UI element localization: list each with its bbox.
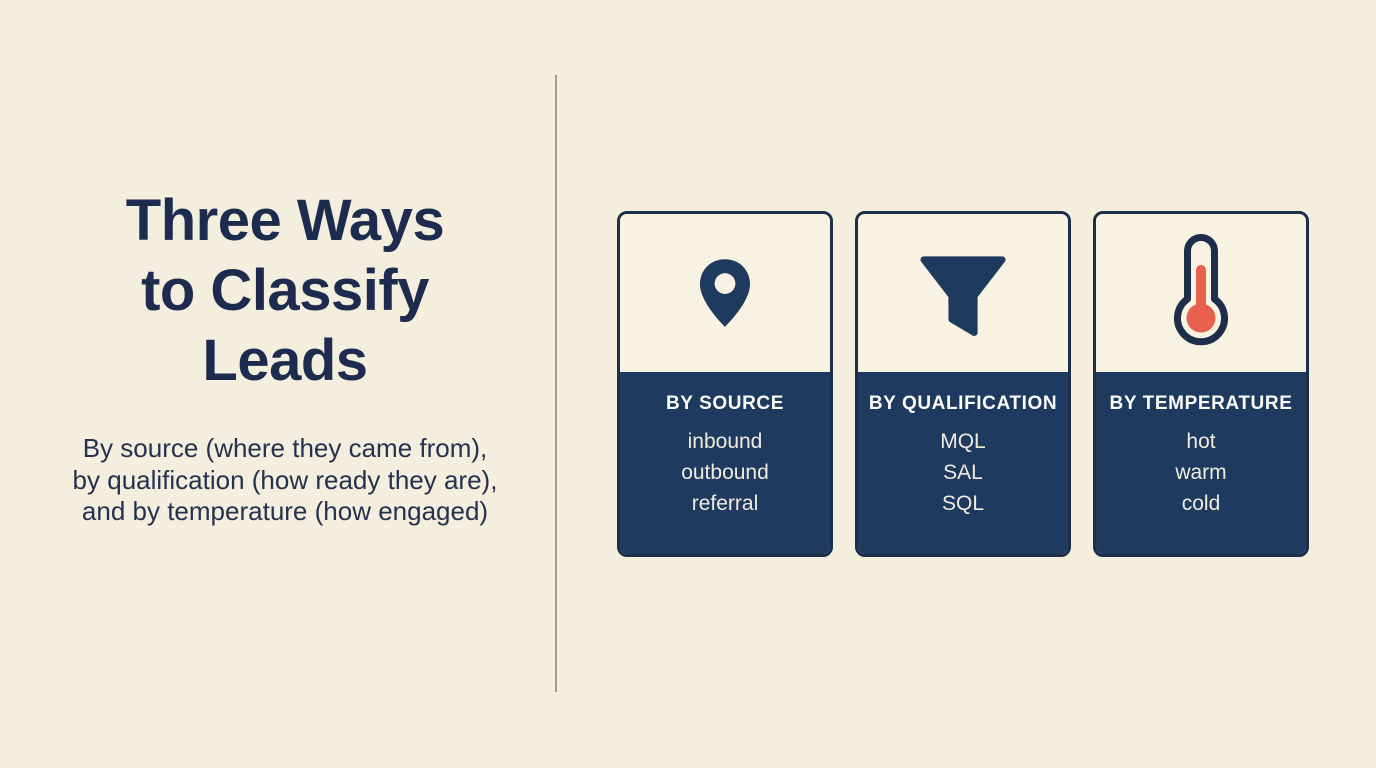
list-item: cold [1181, 492, 1221, 515]
card-by-source-icon-area [620, 214, 830, 372]
card-by-qualification-items: MQL SAL SQL [858, 426, 1068, 519]
list-item: referral [691, 492, 759, 515]
page-subtitle: By source (where they came from), by qua… [28, 433, 542, 528]
list-item: hot [1186, 430, 1216, 453]
list-item: SAL [943, 461, 983, 484]
page-subtitle-line-3: and by temperature (how engaged) [81, 496, 489, 526]
funnel-icon [913, 243, 1013, 343]
page-title-line-2: to Classify [141, 258, 429, 323]
card-by-source: BY SOURCE inbound outbound referral [617, 211, 833, 557]
card-by-qualification: BY QUALIFICATION MQL SAL SQL [855, 211, 1071, 557]
thermometer-icon [1171, 233, 1231, 353]
card-by-qualification-body: BY QUALIFICATION MQL SAL SQL [858, 372, 1068, 554]
list-item: outbound [681, 461, 769, 484]
card-by-temperature: BY TEMPERATURE hot warm cold [1093, 211, 1309, 557]
card-by-temperature-icon-area [1096, 214, 1306, 372]
card-by-source-header: BY SOURCE [665, 393, 785, 414]
card-by-qualification-icon-area [858, 214, 1068, 372]
page-title: Three Ways to Classify Leads [40, 186, 530, 396]
list-item: MQL [940, 430, 986, 453]
list-item: SQL [941, 492, 985, 515]
card-by-source-body: BY SOURCE inbound outbound referral [620, 372, 830, 554]
list-item: warm [1175, 461, 1227, 484]
vertical-divider [555, 75, 557, 692]
page-subtitle-line-2: by qualification (how ready they are), [72, 464, 498, 495]
card-by-temperature-items: hot warm cold [1096, 426, 1306, 519]
list-item: inbound [687, 430, 763, 453]
page-subtitle-line-1: By source (where they came from), [82, 433, 488, 463]
page-title-line-3: Leads [202, 328, 368, 393]
card-by-temperature-body: BY TEMPERATURE hot warm cold [1096, 372, 1306, 554]
card-by-temperature-header: BY TEMPERATURE [1109, 393, 1293, 414]
card-by-qualification-header: BY QUALIFICATION [868, 393, 1058, 414]
card-by-source-items: inbound outbound referral [620, 426, 830, 519]
page-title-line-1: Three Ways [125, 188, 445, 253]
location-pin-icon [686, 242, 764, 344]
